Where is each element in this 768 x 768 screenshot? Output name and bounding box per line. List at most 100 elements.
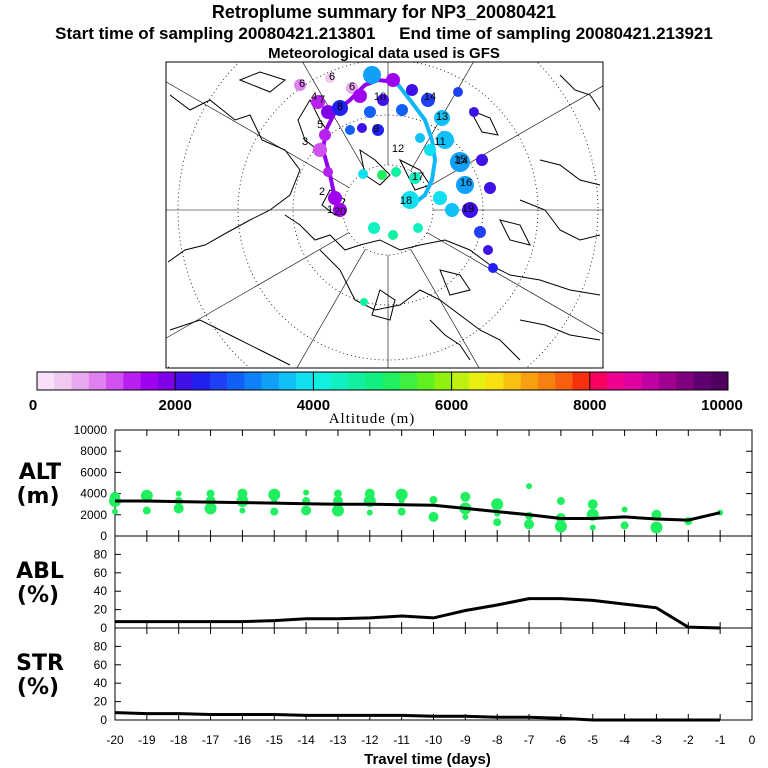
plume-cluster-dot <box>372 124 384 136</box>
trajectory-day-label: 13 <box>436 111 448 123</box>
alt-cluster-point <box>587 499 598 510</box>
colorbar-cell <box>330 372 349 390</box>
trajectory-day-label: 12 <box>392 143 404 155</box>
colorbar-tick-label: 6000 <box>435 397 468 414</box>
colorbar-tick-label: 4000 <box>297 397 330 414</box>
panel-ylabel-units: (m) <box>16 484 59 509</box>
colorbar-cell <box>710 372 729 390</box>
x-tick-label: -10 <box>425 733 443 747</box>
plume-cluster-dot <box>476 154 488 166</box>
colorbar-cell <box>658 372 677 390</box>
alt-cluster-point <box>303 489 310 496</box>
plume-cluster-dot <box>396 104 408 116</box>
colorbar-tick-label: 8000 <box>573 397 606 414</box>
x-tick-label: -14 <box>297 733 315 747</box>
colorbar-cell <box>641 372 660 390</box>
alt-cluster-point <box>395 488 408 501</box>
x-tick-label: -3 <box>651 733 662 747</box>
plume-cluster-dot <box>353 89 367 103</box>
plume-cluster-dot <box>323 167 333 177</box>
trajectory-day-label: 17 <box>412 171 424 183</box>
colorbar-cell <box>589 372 608 390</box>
panel-ylabel: STR <box>16 651 64 676</box>
x-axis-label: Travel time (days) <box>364 751 491 768</box>
alt-cluster-point <box>237 488 248 499</box>
x-tick-label: -6 <box>556 733 567 747</box>
plume-cluster-dot <box>357 123 367 133</box>
colorbar-cells <box>37 372 729 390</box>
plume-cluster-dot <box>386 73 400 87</box>
panel-ylabel: ABL <box>16 559 64 584</box>
plume-cluster-dot <box>436 131 454 149</box>
plume-cluster-dot <box>360 298 368 306</box>
trajectory-day-label: 3 <box>302 136 308 148</box>
trajectory-day-label: 15 <box>454 154 466 166</box>
plume-cluster-dot <box>450 152 470 172</box>
x-tick-label: -7 <box>524 733 535 747</box>
plume-cluster-dot <box>445 203 459 217</box>
colorbar-cell <box>468 372 487 390</box>
alt-cluster-point <box>621 506 628 513</box>
y-tick-label: 40 <box>94 584 108 598</box>
alt-cluster-point <box>268 488 281 501</box>
colorbar-cell <box>434 372 453 390</box>
alt-cluster-point <box>140 489 153 502</box>
alt-cluster-point <box>364 488 375 499</box>
trajectory-day-label: 4 <box>311 91 317 103</box>
colorbar-tick-label: 10000 <box>701 397 743 414</box>
panel-frame <box>114 535 753 629</box>
trajectory-day-label: 19 <box>462 203 474 215</box>
series-line-str <box>114 711 721 722</box>
trajectory-day-label: 8 <box>337 101 343 113</box>
alt-cluster-point <box>428 511 439 522</box>
colorbar-cell <box>106 372 124 390</box>
colorbar-cell <box>382 372 401 390</box>
alt-cluster-point <box>173 503 184 514</box>
x-tick-label: -12 <box>361 733 379 747</box>
y-tick-label: 6000 <box>80 465 107 479</box>
alt-cluster-point <box>526 483 533 490</box>
series-line-alt <box>115 499 721 522</box>
longitude-line <box>426 232 603 335</box>
colorbar-cell <box>209 372 228 390</box>
alt-cluster-point <box>589 524 596 531</box>
panel-frame <box>114 627 753 721</box>
colorbar-cell <box>486 372 504 390</box>
colorbar-cell <box>244 372 263 390</box>
y-tick-label: 2000 <box>80 508 107 522</box>
x-tick-label: 0 <box>749 733 756 747</box>
y-tick-label: 0 <box>100 621 107 635</box>
x-tick-label: -5 <box>587 733 598 747</box>
plume-cluster-dot <box>311 95 325 109</box>
alt-cluster-point <box>331 504 344 517</box>
plume-cluster-dot <box>456 176 474 194</box>
y-tick-label: 60 <box>94 658 108 672</box>
colorbar-cell <box>140 372 159 390</box>
plume-cluster-dot <box>321 105 335 119</box>
alt-cluster-point <box>204 502 217 515</box>
x-tick-label: -2 <box>683 733 694 747</box>
plume-cluster-dot <box>483 245 493 255</box>
plume-cluster-dot <box>484 182 496 194</box>
colorbar-cell <box>54 372 73 390</box>
plume-cluster-dot <box>294 79 306 91</box>
x-tick-label: -17 <box>202 733 220 747</box>
trajectory-day-label: 9 <box>373 123 379 135</box>
x-tick-label: -19 <box>138 733 156 747</box>
y-tick-label: 40 <box>94 676 108 690</box>
plume-cluster-dot <box>453 87 463 97</box>
plume-cluster-dot <box>433 191 447 205</box>
plume-cluster-dot <box>364 106 376 118</box>
alt-cluster-point <box>239 507 246 514</box>
y-tick-label: 80 <box>94 639 108 653</box>
alt-cluster-point <box>429 495 438 504</box>
alt-cluster-point <box>524 519 535 530</box>
panel-ylabel-units: (%) <box>17 675 59 700</box>
colorbar-cell <box>451 372 470 390</box>
colorbar-cell <box>175 372 193 390</box>
colorbar-cell <box>555 372 574 390</box>
longitude-line <box>302 62 366 172</box>
plume-cluster-dot <box>325 73 335 83</box>
